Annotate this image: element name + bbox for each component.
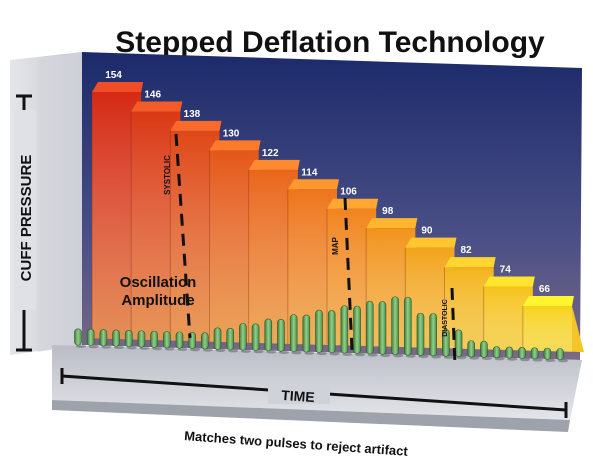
step-pressure-label: 98 [382, 206, 394, 217]
oscillation-pulses [74, 296, 568, 363]
oscillation-pulse [391, 296, 399, 356]
oscillation-pulse [467, 340, 476, 358]
pressure-step-top [287, 179, 339, 190]
pressure-step-top [483, 276, 535, 287]
oscillation-pulse [530, 347, 539, 360]
oscillation-pulse [353, 305, 361, 354]
oscillation-pulse [99, 329, 108, 347]
oscillation-pulse [403, 296, 412, 356]
pressure-step-top [522, 296, 574, 306]
oscillation-pulse [150, 330, 158, 348]
oscillation-label-line1: Oscillation [120, 274, 197, 291]
step-pressure-label: 74 [500, 265, 512, 276]
oscillation-label-line2: Amplitude [121, 292, 194, 309]
step-pressure-label: 82 [460, 245, 472, 256]
oscillation-pulse [264, 318, 273, 352]
oscillation-pulse [315, 309, 323, 353]
oscillation-pulse [416, 312, 425, 356]
pressure-step-top [209, 140, 261, 151]
oscillation-pulse [251, 323, 260, 351]
oscillation-pulse [492, 346, 501, 359]
diastolic-label: DIASTOLIC [442, 299, 449, 337]
systolic-label: SYSTOLIC [163, 155, 172, 195]
step-pressure-label: 90 [421, 226, 433, 237]
oscillation-pulse [175, 331, 184, 349]
y-axis-label: CUFF PRESSURE [18, 155, 35, 282]
oscillation-pulse [226, 327, 235, 351]
pressure-step-top [170, 120, 222, 131]
systolic-marker-line [174, 133, 192, 339]
step-pressure-label: 106 [340, 187, 357, 198]
step-pressure-label: 146 [144, 89, 161, 100]
pressure-step-top [366, 218, 418, 229]
oscillation-pulse [454, 329, 463, 357]
map-marker-line [343, 197, 354, 351]
oscillation-pulse [289, 314, 298, 353]
oscillation-pulse [201, 332, 209, 350]
oscillation-pulse [112, 329, 120, 347]
oscillation-pulse [543, 347, 552, 360]
oscillation-pulse [277, 319, 285, 352]
diagram-title: Stepped Deflation Technology [115, 26, 545, 59]
caption: Matches two pulses to reject artifact [184, 428, 409, 459]
oscillation-pulse [213, 327, 222, 350]
oscillation-pulse [137, 330, 146, 348]
oscillation-pulse [480, 340, 488, 358]
oscillation-pulse [378, 301, 387, 355]
oscillation-pulse [429, 313, 437, 357]
x-axis-label: TIME [281, 387, 315, 405]
oscillation-pulse [556, 348, 564, 360]
oscillation-pulse [86, 328, 95, 346]
pressure-step-top [405, 237, 457, 248]
pressure-steps: 154 146 138 130 122 114 106 98 90 82 74 66 [91, 70, 584, 353]
step-pressure-label: 130 [223, 128, 240, 139]
step-pressure-label: 66 [539, 284, 551, 295]
oscillation-pulse [302, 314, 311, 353]
oscillation-pulse [442, 329, 450, 357]
step-pressure-label: 114 [301, 167, 318, 178]
oscillation-pulse [162, 331, 171, 349]
oscillation-pulse [74, 328, 82, 346]
map-label: MAP [331, 236, 340, 254]
oscillation-pulse [518, 347, 526, 359]
oscillation-pulse [505, 346, 514, 359]
pressure-step-top [327, 198, 379, 209]
pressure-step-top [131, 101, 183, 112]
pressure-step-top [92, 82, 144, 92]
pressure-step-top [248, 159, 300, 170]
oscillation-pulse [327, 310, 336, 354]
oscillation-pulse [365, 300, 374, 355]
step-pressure-label: 122 [262, 148, 279, 159]
step-pressure-label: 138 [184, 109, 201, 120]
pressure-step-top [444, 257, 496, 268]
diastolic-marker-line [450, 287, 457, 366]
step-pressure-label: 154 [105, 70, 122, 81]
oscillation-pulse [340, 305, 349, 354]
oscillation-pulse [124, 330, 133, 348]
oscillation-pulse [239, 323, 247, 351]
